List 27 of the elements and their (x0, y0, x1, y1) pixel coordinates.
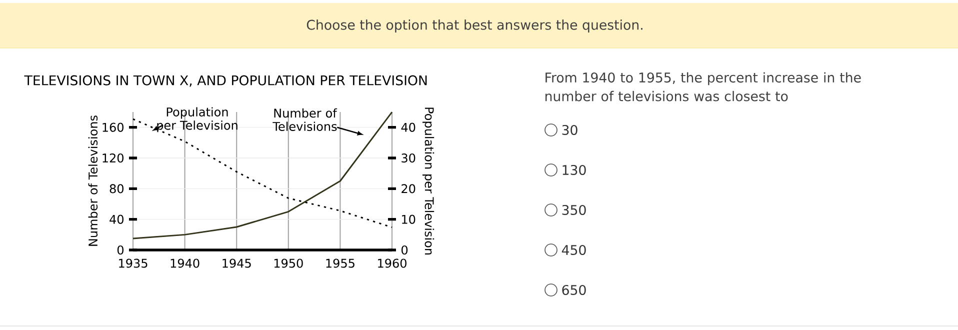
y2-tick-label: 40 (401, 122, 416, 132)
x-tick-label: 1935 (119, 258, 148, 268)
text: From 1940 to 1955, the percent increase in the number of televisions was closest to (545, 72, 861, 102)
y-tick-label: 0 (117, 245, 124, 255)
y-axis-title: Number of Televisions (88, 116, 98, 246)
x-tick-label: 1940 (170, 258, 200, 268)
chart-title: TELEVISIONS IN TOWN X, AND POPULATION PER TELEVISION (24, 75, 427, 87)
y2-tick-label: 10 (402, 214, 416, 224)
y2-tick-label: 20 (402, 184, 416, 194)
y-tick-label: 120 (102, 153, 124, 163)
text: 30 (562, 124, 578, 136)
text: Choose the option that best answers the question. (306, 20, 642, 32)
y-tick-label: 40 (110, 214, 124, 224)
text: 350 (562, 204, 586, 216)
text: 450 (562, 244, 586, 256)
y-tick-label: 80 (110, 184, 124, 194)
y2-tick-label: 30 (402, 153, 416, 163)
y2-axis-title: Population per Television (422, 108, 434, 254)
x-tick-label: 1945 (222, 258, 251, 268)
x-tick-label: 1950 (274, 258, 303, 268)
text: 130 (562, 164, 586, 176)
x-tick-label: 1960 (378, 258, 406, 268)
x-tick-label: 1955 (326, 258, 354, 268)
text: Number of Televisions (272, 108, 338, 131)
text: 650 (562, 284, 586, 296)
y2-tick-label: 0 (402, 245, 408, 255)
y-tick-label: 160 (102, 122, 124, 132)
